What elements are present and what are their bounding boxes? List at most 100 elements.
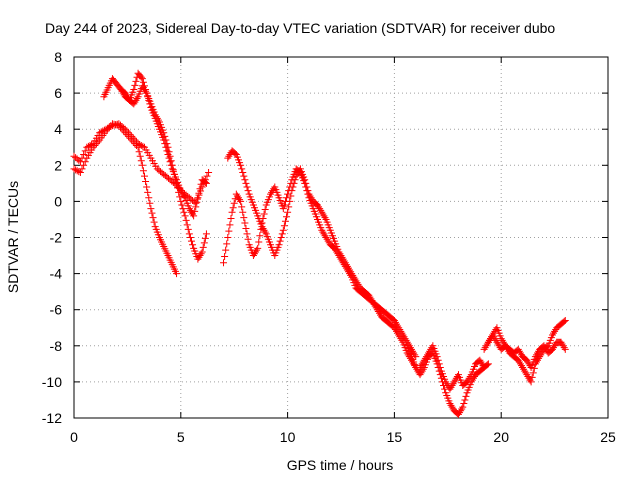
data-point	[252, 248, 260, 256]
data-point	[97, 128, 105, 136]
series-track-d	[117, 82, 210, 220]
data-point	[205, 169, 213, 177]
data-point	[515, 347, 523, 355]
data-point	[194, 194, 202, 202]
data-point	[531, 353, 539, 361]
chart-title: Day 244 of 2023, Sidereal Day-to-day VTE…	[45, 20, 555, 36]
data-point	[132, 96, 140, 104]
data-point	[230, 199, 238, 207]
data-point	[350, 273, 358, 281]
data-point	[240, 214, 248, 222]
data-point	[391, 326, 399, 334]
data-point	[484, 338, 492, 346]
data-point	[321, 232, 329, 240]
data-point	[131, 81, 139, 89]
data-point	[481, 344, 489, 352]
data-point	[166, 158, 174, 166]
data-point	[488, 333, 496, 341]
data-point	[422, 353, 430, 361]
data-point	[202, 179, 210, 187]
data-point	[529, 369, 537, 377]
data-point	[559, 342, 567, 350]
data-point	[341, 259, 349, 267]
data-point	[180, 192, 188, 200]
data-point	[73, 167, 81, 175]
data-point	[521, 367, 529, 375]
data-point	[195, 253, 203, 261]
y-tick-label: -12	[42, 410, 62, 426]
x-tick-label: 0	[70, 429, 78, 445]
data-point	[460, 400, 468, 408]
data-point	[424, 351, 432, 359]
data-point	[391, 318, 399, 326]
data-point	[220, 259, 228, 267]
data-point	[530, 364, 538, 372]
series-track-f	[224, 147, 420, 371]
data-point	[442, 378, 450, 386]
data-point	[187, 208, 195, 216]
data-point	[324, 237, 332, 245]
data-point	[366, 293, 374, 301]
data-point	[305, 190, 313, 198]
data-point	[135, 148, 143, 156]
data-point	[228, 208, 236, 216]
data-point	[319, 210, 327, 218]
data-point	[199, 243, 207, 251]
data-point	[167, 161, 175, 169]
data-point	[144, 188, 152, 196]
data-point	[244, 235, 252, 243]
data-point	[243, 183, 251, 191]
data-point	[390, 317, 398, 325]
data-point	[89, 143, 97, 151]
data-point	[144, 93, 152, 101]
data-point	[132, 77, 140, 85]
data-point	[492, 336, 500, 344]
data-point	[514, 356, 522, 364]
data-point	[259, 224, 267, 232]
data-point	[249, 252, 257, 260]
data-point	[523, 356, 531, 364]
data-point	[261, 228, 269, 236]
data-point	[323, 235, 331, 243]
data-point	[142, 87, 150, 95]
data-point	[525, 360, 533, 368]
data-point	[349, 271, 357, 279]
data-point	[165, 154, 173, 162]
data-point	[369, 298, 377, 306]
data-point	[410, 349, 418, 357]
data-point	[449, 380, 457, 388]
data-point	[450, 378, 458, 386]
data-point	[140, 172, 148, 180]
data-point	[145, 194, 153, 202]
data-point	[117, 85, 125, 93]
data-point	[448, 382, 456, 390]
data-point	[551, 327, 559, 335]
data-point	[148, 209, 156, 217]
data-point	[256, 232, 264, 240]
data-point	[452, 374, 460, 382]
data-point	[160, 136, 168, 144]
data-point	[519, 363, 527, 371]
data-point	[276, 237, 284, 245]
data-point	[482, 342, 490, 350]
data-point	[457, 407, 465, 415]
data-point	[255, 238, 263, 246]
series-track-j	[484, 324, 569, 371]
data-point	[221, 252, 229, 260]
data-point	[146, 100, 154, 108]
data-point	[448, 403, 456, 411]
data-point	[291, 176, 299, 184]
data-point	[185, 205, 193, 213]
data-point	[173, 270, 181, 278]
data-point	[416, 363, 424, 371]
data-point	[322, 234, 330, 241]
data-point	[551, 342, 559, 350]
data-point	[320, 230, 328, 238]
data-point	[483, 340, 491, 348]
data-point	[524, 372, 532, 380]
data-point	[461, 396, 469, 404]
data-point	[316, 205, 324, 213]
data-point	[303, 183, 311, 191]
data-point	[244, 187, 252, 195]
